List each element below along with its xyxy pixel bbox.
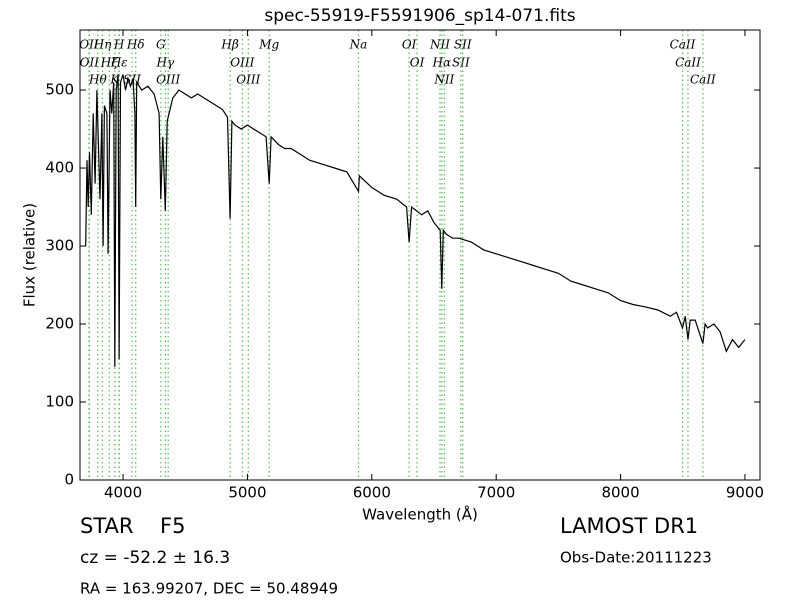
spectral-line-label: CaII bbox=[670, 38, 696, 52]
survey: LAMOST DR1 bbox=[560, 514, 698, 538]
spectral-line-label: G bbox=[156, 38, 166, 52]
coordinates: RA = 163.99207, DEC = 50.48949 bbox=[80, 580, 338, 598]
spectral-line-label: Hγ bbox=[156, 56, 175, 70]
x-tick-label: 8000 bbox=[601, 484, 639, 502]
x-tick-label: 7000 bbox=[477, 484, 515, 502]
y-axis-label: Flux (relative) bbox=[21, 203, 39, 307]
spectral-line-label: OIII bbox=[156, 73, 180, 87]
y-tick-label: 100 bbox=[45, 393, 74, 411]
spectral-line-label: K bbox=[109, 73, 120, 87]
spectral-line-label: OIII bbox=[230, 56, 254, 70]
spectral-line-label: Hδ bbox=[126, 38, 145, 52]
spectral-line-label: Hθ bbox=[88, 73, 107, 87]
spectral-line-label: Hη bbox=[93, 38, 112, 52]
x-axis-label: Wavelength (Å) bbox=[362, 505, 478, 524]
plot-frame bbox=[79, 29, 761, 481]
x-tick-label: 4000 bbox=[104, 484, 142, 502]
spectral-line-label: Hα bbox=[432, 56, 452, 70]
spectral-line-label: CaII bbox=[675, 56, 701, 70]
spectral-line-label: SII bbox=[452, 56, 470, 70]
spectral-line-label: Hε bbox=[110, 56, 128, 70]
y-tick-label: 400 bbox=[45, 159, 74, 177]
spectral-line-label: NII bbox=[433, 73, 454, 87]
spectral-line-label: SII bbox=[454, 38, 472, 52]
y-tick-label: 300 bbox=[45, 237, 74, 255]
spectral-line-label: OI bbox=[402, 38, 417, 52]
obs-date: Obs-Date:20111223 bbox=[560, 549, 712, 567]
spectrum-line bbox=[85, 74, 746, 367]
y-tick-label: 500 bbox=[45, 81, 74, 99]
y-tick-label: 0 bbox=[64, 471, 74, 489]
x-tick-label: 6000 bbox=[353, 484, 391, 502]
spectral-line-label: NII bbox=[429, 38, 450, 52]
spectral-line-label: CaII bbox=[690, 73, 716, 87]
subclass: F5 bbox=[160, 514, 185, 538]
x-tick-label: 9000 bbox=[726, 484, 764, 502]
spectral-line-label: OII bbox=[80, 56, 100, 70]
chart-title: spec-55919-F5591906_sp14-071.fits bbox=[264, 6, 575, 26]
object-class: STAR bbox=[80, 514, 133, 538]
spectral-line-label: OIII bbox=[236, 73, 260, 87]
x-tick-label: 5000 bbox=[228, 484, 266, 502]
spectral-line-label: Hβ bbox=[220, 38, 238, 52]
y-tick-label: 200 bbox=[45, 315, 74, 333]
spectral-line-label: Mg bbox=[258, 38, 279, 52]
spectral-line-label: Na bbox=[349, 38, 368, 52]
redshift: cz = -52.2 ± 16.3 bbox=[80, 548, 230, 568]
spectral-line-label: OI bbox=[410, 56, 425, 70]
